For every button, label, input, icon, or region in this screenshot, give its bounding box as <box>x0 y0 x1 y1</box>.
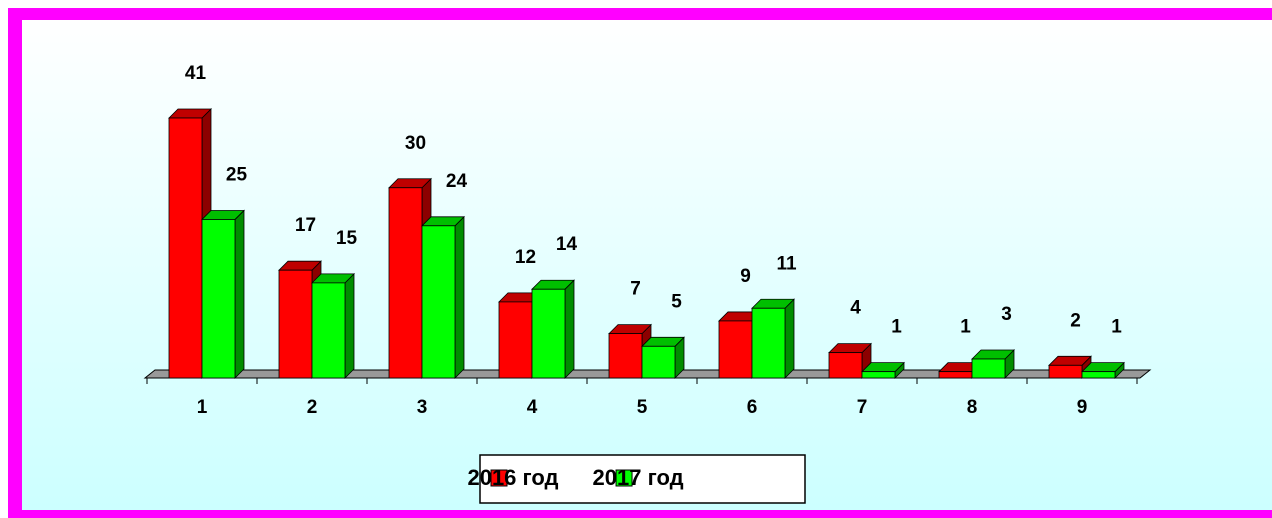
bar-front <box>751 307 786 379</box>
bar <box>421 215 465 379</box>
bar <box>971 349 1015 379</box>
bar <box>641 336 685 379</box>
data-label: 25 <box>226 164 248 185</box>
x-tick-label: 4 <box>527 397 538 418</box>
x-tick-label: 2 <box>307 397 318 418</box>
data-label: 1 <box>1111 317 1122 338</box>
bar-front <box>421 225 456 379</box>
bar-front <box>388 187 423 379</box>
bar-side <box>454 215 465 379</box>
data-label: 24 <box>446 171 468 192</box>
bar-front <box>641 345 676 379</box>
bar <box>531 279 575 379</box>
data-label: 7 <box>630 279 641 300</box>
x-tick-label: 1 <box>197 397 208 418</box>
bar <box>311 272 355 379</box>
bar <box>861 361 905 379</box>
bar-front <box>278 269 313 379</box>
data-label: 17 <box>295 215 316 236</box>
bar-front <box>168 117 203 379</box>
bar-front <box>498 301 533 379</box>
data-label: 2 <box>1070 310 1081 331</box>
bar-front <box>608 333 643 379</box>
bar-front <box>828 352 863 379</box>
legend-box <box>479 454 806 504</box>
bar <box>751 298 795 379</box>
data-label: 3 <box>1001 304 1012 325</box>
legend: 2016 год 2017 год <box>467 454 806 504</box>
x-tick-label: 7 <box>857 397 868 418</box>
x-tick-label: 3 <box>417 397 428 418</box>
bar-front <box>1081 371 1116 379</box>
data-label: 9 <box>740 266 751 287</box>
bar <box>1081 361 1125 379</box>
bar-front <box>938 371 973 379</box>
data-label: 12 <box>515 247 536 268</box>
bar <box>201 209 245 379</box>
legend-swatch <box>490 469 508 487</box>
bar-front <box>971 358 1006 379</box>
data-label: 15 <box>336 228 358 249</box>
bar-front <box>718 320 753 379</box>
data-label: 4 <box>850 298 861 319</box>
bar-side <box>234 209 245 379</box>
x-tick-label: 9 <box>1077 397 1088 418</box>
legend-label: 2016 год <box>467 465 558 490</box>
bar-side <box>344 272 355 379</box>
legend-label: 2017 год <box>593 465 684 490</box>
data-label: 5 <box>671 291 682 312</box>
x-tick-label: 5 <box>637 397 648 418</box>
bar-side <box>784 298 795 379</box>
data-label: 1 <box>891 317 902 338</box>
data-label: 41 <box>185 63 207 84</box>
bar-front <box>311 282 346 379</box>
bar-front <box>201 219 236 379</box>
bar-front <box>1048 364 1083 379</box>
data-label: 30 <box>405 133 426 154</box>
bar-side <box>564 279 575 379</box>
data-label: 1 <box>960 317 971 338</box>
bar-front <box>861 371 896 379</box>
x-tick-label: 8 <box>967 397 978 418</box>
bar-front <box>531 288 566 379</box>
data-label: 14 <box>556 234 578 255</box>
data-label: 11 <box>776 253 797 274</box>
legend-swatch <box>615 469 633 487</box>
x-tick-label: 6 <box>747 397 758 418</box>
